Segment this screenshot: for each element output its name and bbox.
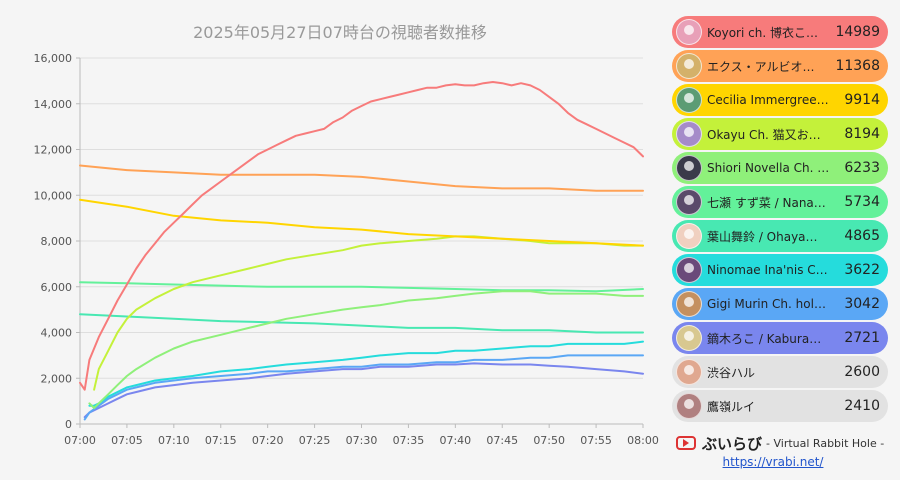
x-tick-label: 07:45 [486, 434, 518, 447]
y-tick-label: 14,000 [34, 98, 73, 111]
viewer-count: 9914 [844, 92, 880, 108]
brand-subtitle: - Virtual Rabbit Hole - [766, 436, 885, 450]
x-tick-label: 07:30 [346, 434, 378, 447]
series-line-8 [88, 340, 644, 407]
series-line-6 [79, 281, 644, 293]
ranking-entry: Gigi Murin Ch. hol… 3042 [672, 288, 888, 320]
avatar [676, 393, 702, 419]
x-tick-label: 07:50 [533, 434, 565, 447]
channel-name: 渋谷ハル [707, 365, 756, 380]
avatar [676, 189, 702, 215]
ranking-entry: 鷹嶺ルイ 2410 [672, 390, 888, 422]
channel-name: 七瀬 すず菜 / Nana… [707, 195, 826, 210]
avatar [676, 155, 702, 181]
channel-name: 鷹嶺ルイ [707, 399, 756, 414]
y-tick-label: 8,000 [41, 235, 73, 248]
ranking-entry: 渋谷ハル 2600 [672, 356, 888, 388]
chart-title: 2025年05月27日07時台の視聴者数推移 [193, 23, 487, 42]
avatar [676, 223, 702, 249]
series-line-10 [83, 362, 644, 419]
avatar [676, 121, 702, 147]
ranking-entry: Ninomae Ina'nis C… 3622 [672, 254, 888, 286]
x-tick-label: 08:00 [627, 434, 659, 447]
series-line-9 [83, 354, 644, 421]
avatar [676, 325, 702, 351]
avatar [676, 257, 702, 283]
viewer-count: 3622 [844, 262, 880, 278]
ranking-entry: Cecilia Immergree… 9914 [672, 84, 888, 116]
x-tick-label: 07:00 [64, 434, 96, 447]
x-axis-ticks: 07:00 07:05 07:10 07:15 07:20 07:25 07:30 07:35… [64, 424, 659, 447]
y-tick-label: 0 [65, 418, 72, 431]
channel-name: Ninomae Ina'nis C… [707, 263, 828, 277]
avatar [676, 291, 702, 317]
x-tick-label: 07:40 [439, 434, 471, 447]
brand-url-link[interactable]: https://vrabi.net/ [722, 455, 824, 469]
channel-name: Okayu Ch. 猫又お… [707, 127, 821, 142]
play-logo-icon [676, 436, 696, 450]
x-tick-label: 07:35 [393, 434, 425, 447]
series-lines [79, 81, 644, 421]
y-tick-label: 4,000 [41, 327, 73, 340]
y-tick-label: 6,000 [41, 281, 73, 294]
ranking-entry: Okayu Ch. 猫又お… 8194 [672, 118, 888, 150]
series-line-3 [79, 198, 644, 247]
series-line-4 [93, 235, 644, 391]
viewer-count: 2600 [844, 364, 880, 380]
channel-name: Gigi Murin Ch. hol… [707, 297, 826, 311]
y-tick-label: 2,000 [41, 372, 73, 385]
y-tick-label: 16,000 [34, 52, 73, 65]
x-tick-label: 07:15 [205, 434, 237, 447]
viewer-count: 5734 [844, 194, 880, 210]
x-tick-label: 07:20 [252, 434, 284, 447]
y-axis-ticks: 0 2,000 4,000 6,000 8,000 10,000 12,000 14,000 1… [34, 52, 80, 431]
x-tick-label: 07:05 [111, 434, 143, 447]
series-line-7 [79, 313, 644, 334]
brand-footer: ぶいらび - Virtual Rabbit Hole - https://vra… [676, 432, 898, 476]
channel-name: Koyori ch. 博衣こ… [707, 25, 818, 40]
ranking-entry: 鏑木ろこ / Kabura… 2721 [672, 322, 888, 354]
ranking-list: Koyori ch. 博衣こ… 14989 エクス・アルビオ… 11368 Cecili… [672, 16, 898, 428]
ranking-entry: Koyori ch. 博衣こ… 14989 [672, 16, 888, 48]
ranking-entry: 葉山舞鈴 / Ohaya… 4865 [672, 220, 888, 252]
series-line-2 [79, 164, 644, 192]
ranking-entry: Shiori Novella Ch. … 6233 [672, 152, 888, 184]
ranking-entry: 七瀬 すず菜 / Nana… 5734 [672, 186, 888, 218]
ranking-entry: エクス・アルビオ… 11368 [672, 50, 888, 82]
y-tick-label: 12,000 [34, 144, 73, 157]
viewer-count: 6233 [844, 160, 880, 176]
y-tick-label: 10,000 [34, 189, 73, 202]
x-tick-label: 07:25 [299, 434, 331, 447]
viewer-count: 14989 [835, 24, 880, 40]
line-chart: 2025年05月27日07時台の視聴者数推移 0 2,000 4,000 6,000 8… [34, 23, 659, 447]
viewer-count: 8194 [844, 126, 880, 142]
avatar [676, 19, 702, 45]
channel-name: Shiori Novella Ch. … [707, 161, 830, 175]
series-line-1 [79, 81, 644, 391]
channel-name: 鏑木ろこ / Kabura… [707, 331, 822, 346]
viewer-count: 2721 [844, 330, 880, 346]
viewer-count: 4865 [844, 228, 880, 244]
viewer-count: 11368 [835, 58, 880, 74]
avatar [676, 87, 702, 113]
avatar [676, 53, 702, 79]
avatar [676, 359, 702, 385]
channel-name: エクス・アルビオ… [707, 59, 815, 74]
viewer-count: 3042 [844, 296, 880, 312]
x-tick-label: 07:55 [580, 434, 612, 447]
channel-name: Cecilia Immergree… [707, 93, 829, 107]
x-tick-label: 07:10 [158, 434, 190, 447]
viewer-count: 2410 [844, 398, 880, 414]
series-line-5 [88, 290, 644, 409]
channel-name: 葉山舞鈴 / Ohaya… [707, 229, 818, 244]
brand-name: ぶいらび [702, 434, 763, 453]
